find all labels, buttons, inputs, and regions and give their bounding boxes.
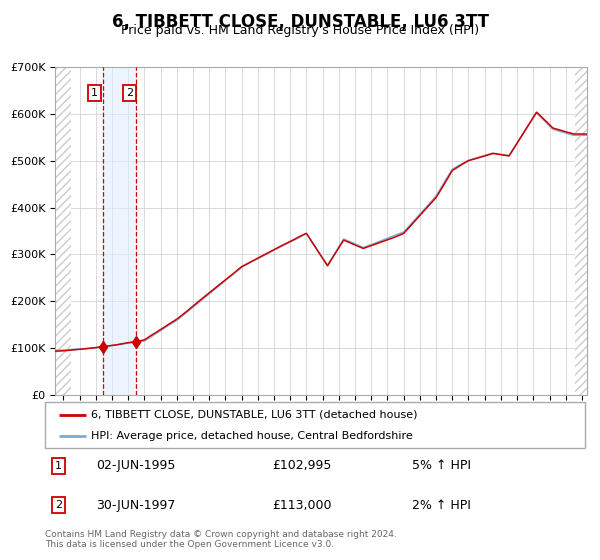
Text: 1: 1	[91, 88, 98, 98]
Text: Price paid vs. HM Land Registry's House Price Index (HPI): Price paid vs. HM Land Registry's House …	[121, 24, 479, 36]
HPI: Average price, detached house, Central Bedfordshire: (2.02e+03, 4.89e+05): Average price, detached house, Central B…	[454, 163, 461, 170]
6, TIBBETT CLOSE, DUNSTABLE, LU6 3TT (detached house)	[190, 302, 197, 309]
HPI: Average price, detached house, Central Bedfordshire: (2.02e+03, 6.02e+05): Average price, detached house, Central B…	[533, 110, 540, 116]
Text: 6, TIBBETT CLOSE, DUNSTABLE, LU6 3TT: 6, TIBBETT CLOSE, DUNSTABLE, LU6 3TT	[112, 13, 488, 31]
Text: £102,995: £102,995	[272, 459, 331, 473]
Text: 5% ↑ HPI: 5% ↑ HPI	[412, 459, 471, 473]
Text: 2% ↑ HPI: 2% ↑ HPI	[412, 499, 471, 512]
Text: 6, TIBBETT CLOSE, DUNSTABLE, LU6 3TT (detached house): 6, TIBBETT CLOSE, DUNSTABLE, LU6 3TT (de…	[91, 409, 418, 419]
6, TIBBETT CLOSE, DUNSTABLE, LU6 3TT (detached house)	[368, 242, 375, 249]
Text: 2: 2	[126, 88, 133, 98]
6, TIBBETT CLOSE, DUNSTABLE, LU6 3TT (detached house)	[147, 332, 154, 339]
6, TIBBETT CLOSE, DUNSTABLE, LU6 3TT (detached house)	[533, 109, 540, 115]
HPI: Average price, detached house, Central Bedfordshire: (2.01e+03, 3.34e+05): Average price, detached house, Central B…	[293, 235, 301, 242]
HPI: Average price, detached house, Central Bedfordshire: (2.01e+03, 3.68e+05): Average price, detached house, Central B…	[409, 219, 416, 226]
6, TIBBETT CLOSE, DUNSTABLE, LU6 3TT (detached house)	[586, 130, 593, 137]
6, TIBBETT CLOSE, DUNSTABLE, LU6 3TT (detached house)	[52, 348, 59, 354]
6, TIBBETT CLOSE, DUNSTABLE, LU6 3TT (detached house)	[410, 220, 417, 226]
Line: HPI: Average price, detached house, Central Bedfordshire: HPI: Average price, detached house, Cent…	[55, 113, 590, 350]
Bar	[103, 67, 136, 395]
HPI: Average price, detached house, Central Bedfordshire: (2e+03, 1.86e+05): Average price, detached house, Central B…	[189, 304, 196, 311]
Text: 1: 1	[55, 461, 62, 471]
6, TIBBETT CLOSE, DUNSTABLE, LU6 3TT (detached house)	[52, 348, 59, 354]
Text: 30-JUN-1997: 30-JUN-1997	[96, 499, 176, 512]
Bar	[55, 67, 71, 395]
Text: 02-JUN-1995: 02-JUN-1995	[96, 459, 176, 473]
Bar	[575, 67, 587, 395]
6, TIBBETT CLOSE, DUNSTABLE, LU6 3TT (detached house)	[455, 163, 463, 170]
HPI: Average price, detached house, Central Bedfordshire: (2.03e+03, 5.55e+05): Average price, detached house, Central B…	[586, 132, 593, 138]
HPI: Average price, detached house, Central Bedfordshire: (2.01e+03, 3.2e+05): Average price, detached house, Central B…	[367, 242, 374, 249]
HPI: Average price, detached house, Central Bedfordshire: (1.99e+03, 9.54e+04): Average price, detached house, Central B…	[52, 347, 59, 353]
Line: 6, TIBBETT CLOSE, DUNSTABLE, LU6 3TT (detached house): 6, TIBBETT CLOSE, DUNSTABLE, LU6 3TT (de…	[55, 112, 590, 351]
Text: £113,000: £113,000	[272, 499, 331, 512]
Text: HPI: Average price, detached house, Central Bedfordshire: HPI: Average price, detached house, Cent…	[91, 431, 413, 441]
6, TIBBETT CLOSE, DUNSTABLE, LU6 3TT (detached house)	[295, 234, 302, 241]
Text: 2: 2	[55, 500, 62, 510]
Text: Contains HM Land Registry data © Crown copyright and database right 2024.
This d: Contains HM Land Registry data © Crown c…	[45, 530, 397, 549]
HPI: Average price, detached house, Central Bedfordshire: (2e+03, 1.22e+05): Average price, detached house, Central B…	[146, 334, 154, 341]
